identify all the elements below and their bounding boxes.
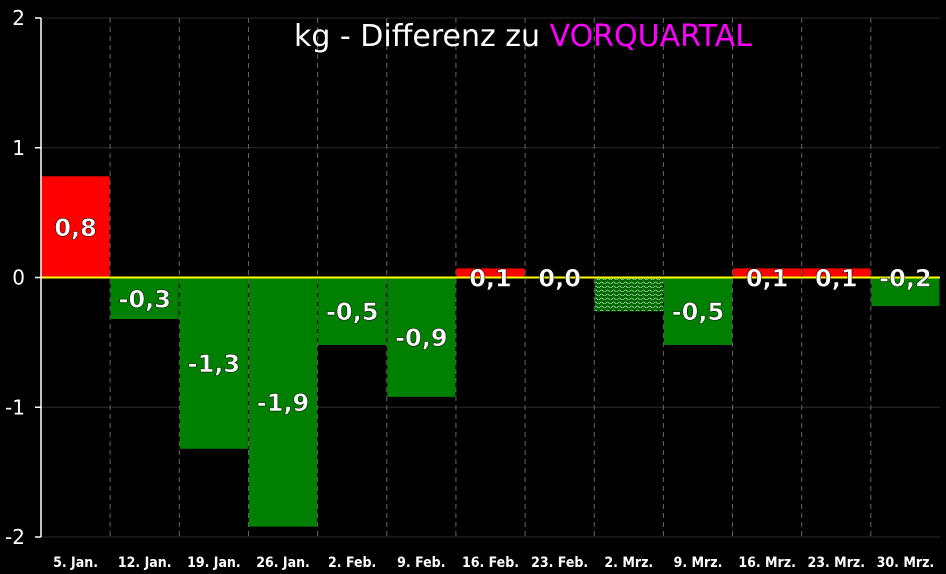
data-label: 0,1: [469, 265, 512, 293]
data-label: 0,1: [815, 265, 858, 293]
chart-title: kg - Differenz zu VORQUARTAL: [294, 19, 752, 54]
data-label: -0,9: [395, 324, 447, 352]
x-tick-label: 16. Feb.: [462, 555, 519, 571]
y-ticks: 2 1 0 -1 -2: [5, 6, 41, 549]
bars: [41, 176, 940, 527]
data-label: -0,5: [672, 298, 724, 326]
bar: [110, 277, 179, 320]
data-label: 0,1: [746, 265, 789, 293]
x-tick-label: 9. Mrz.: [674, 555, 723, 571]
bar: [871, 277, 940, 307]
data-label: -0,5: [326, 298, 378, 326]
x-tick-label: 5. Jan.: [53, 555, 98, 571]
data-label: -0,3: [118, 285, 170, 313]
x-tick-label: 16. Mrz.: [738, 555, 796, 571]
x-tick-label: 23. Mrz.: [807, 555, 865, 571]
chart-title-accent: VORQUARTAL: [550, 19, 753, 54]
x-tick-label: 19. Jan.: [187, 555, 241, 571]
bar: [802, 268, 871, 278]
y-tick-label: 1: [12, 136, 25, 160]
bar: [41, 176, 110, 278]
data-label: -1,9: [257, 389, 309, 417]
bar: [179, 277, 248, 449]
bar: [663, 277, 733, 345]
bar: [733, 268, 802, 278]
bar: [318, 277, 387, 345]
x-tick-label: 9. Feb.: [397, 555, 445, 571]
data-label: -0,2: [879, 265, 931, 293]
bar: [456, 268, 525, 278]
x-tick-label: 26. Jan.: [256, 555, 310, 571]
bar: [594, 277, 663, 312]
data-label: 0,8: [54, 214, 97, 242]
y-tick-label: 2: [12, 6, 25, 30]
data-label: -1,3: [188, 350, 240, 378]
x-tick-label: 30. Mrz.: [877, 555, 935, 571]
data-label: 0,0: [538, 265, 581, 293]
x-tick-label: 2. Mrz.: [604, 555, 653, 571]
bar: [387, 277, 456, 397]
y-tick-label: -1: [5, 395, 25, 419]
x-tick-label: 2. Feb.: [328, 555, 376, 571]
y-tick-label: -2: [5, 525, 25, 549]
chart-title-main: kg - Differenz zu: [294, 19, 550, 54]
data-labels: 0,8-0,3-1,3-1,9-0,5-0,90,1 0,0-0,50,1 0,1-…: [54, 214, 932, 418]
x-tick-label: 12. Jan.: [118, 555, 172, 571]
bar: [248, 277, 318, 527]
x-ticks: 5. Jan. 12. Jan. 19. Jan. 26. Jan. 2. Feb. 9.…: [53, 555, 934, 571]
y-tick-label: 0: [12, 266, 25, 290]
x-tick-label: 23. Feb.: [531, 555, 588, 571]
